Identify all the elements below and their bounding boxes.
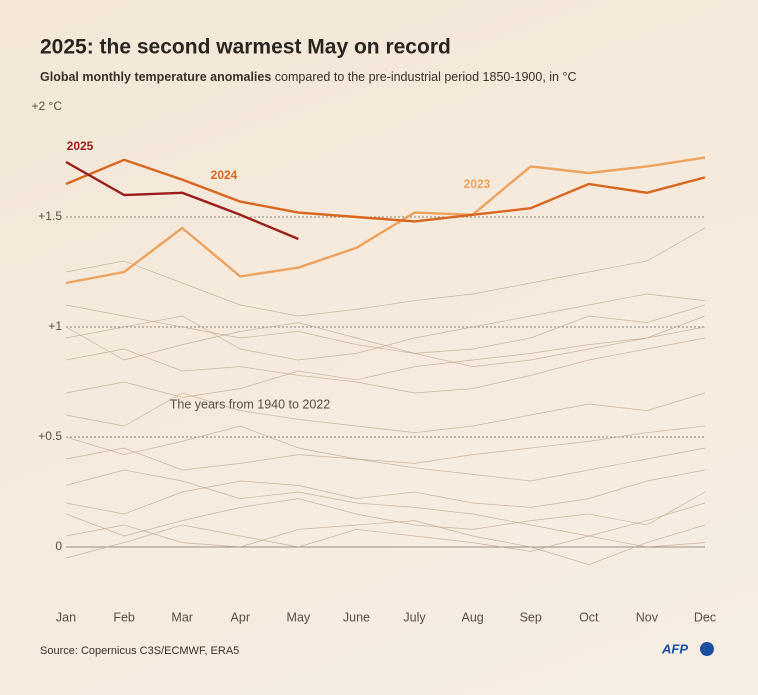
plot-area: 0 +0.5 +1 +1.5 +2 °C Jan Feb Mar Apr May June July A… (32, 99, 717, 624)
x-tick-label: Aug (462, 610, 484, 624)
background-line (65, 520, 706, 565)
y-tick-label: +1 (48, 319, 62, 333)
y-tick-label: +1.5 (38, 209, 62, 223)
x-tick-label: Nov (636, 610, 659, 624)
x-tick-label: Sep (520, 610, 542, 624)
x-tick-label: Feb (113, 610, 135, 624)
y-tick-label: 0 (55, 539, 62, 553)
subtitle-bold: Global monthly temperature anomalies (40, 70, 271, 84)
logo: AFP (661, 641, 688, 656)
x-tick-label: Mar (171, 610, 193, 624)
series-label: 2024 (211, 168, 238, 182)
x-tick-label: July (403, 610, 426, 624)
y-tick-label: +2 °C (32, 99, 63, 113)
y-tick-label: +0.5 (38, 429, 62, 443)
source: Source: Copernicus C3S/ECMWF, ERA5 (40, 645, 239, 657)
series-label: 2025 (67, 139, 94, 153)
subtitle: Global monthly temperature anomalies com… (40, 70, 577, 84)
background-line (65, 337, 706, 394)
background-line (65, 392, 706, 433)
background-line (65, 524, 706, 559)
annotation: The years from 1940 to 2022 (170, 397, 331, 411)
series-line (65, 158, 706, 223)
subtitle-rest: compared to the pre-industrial period 18… (275, 70, 577, 84)
background-line (65, 425, 706, 464)
logo-dot (700, 642, 714, 656)
x-tick-label: June (343, 610, 370, 624)
series-line (65, 156, 706, 285)
background-line (65, 326, 706, 398)
background-line (65, 304, 706, 354)
background-line (65, 491, 706, 537)
x-tick-label: Apr (231, 610, 250, 624)
background-line (65, 227, 706, 317)
background-line (65, 447, 706, 482)
background-line (65, 469, 706, 515)
x-tick-label: May (287, 610, 311, 624)
series-label: 2023 (464, 177, 491, 191)
x-tick-label: Jan (56, 610, 76, 624)
x-tick-label: Dec (694, 610, 716, 624)
chart-title: 2025: the second warmest May on record (40, 36, 451, 59)
series-line (65, 160, 299, 241)
background-line (65, 315, 706, 367)
x-tick-label: Oct (579, 610, 599, 624)
background-line (65, 469, 706, 537)
